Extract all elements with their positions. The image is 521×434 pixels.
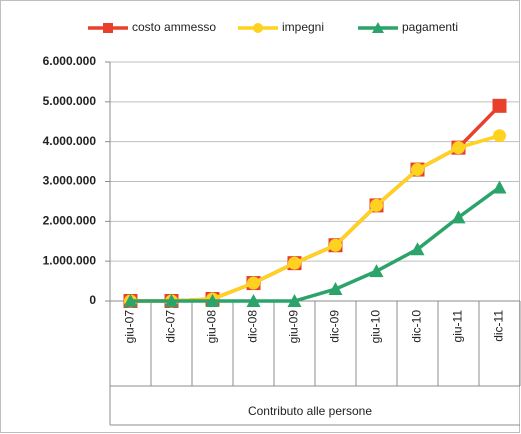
data-point (372, 22, 384, 33)
y-tick-label: 0 (89, 293, 96, 307)
x-tick-label: giu-07 (123, 310, 137, 344)
data-point (253, 23, 263, 33)
data-point (287, 294, 302, 307)
legend-label: pagamenti (402, 20, 458, 34)
x-tick-label: dic-10 (410, 310, 424, 343)
data-point (123, 294, 138, 307)
x-tick-label: dic-09 (328, 310, 342, 343)
y-tick-label: 1.000.000 (43, 253, 97, 267)
y-tick-label: 6.000.000 (43, 54, 97, 68)
data-point (329, 238, 342, 252)
legend-label: costo ammesso (132, 20, 216, 34)
series-line (130, 186, 501, 303)
x-tick-label: giu-10 (369, 310, 383, 344)
x-tick-label: dic-08 (246, 310, 260, 343)
y-tick-label: 2.000.000 (43, 214, 97, 228)
data-point (247, 276, 260, 290)
x-tick-label: giu-11 (451, 310, 465, 343)
x-tick-label: giu-08 (205, 310, 219, 344)
y-tick-label: 4.000.000 (43, 134, 97, 148)
data-point (246, 294, 261, 307)
x-tick-label: dic-11 (492, 310, 506, 342)
data-point (492, 98, 507, 113)
data-point (328, 282, 343, 296)
data-point (370, 198, 383, 212)
x-tick-label: giu-09 (287, 310, 301, 344)
y-tick-label: 3.000.000 (43, 174, 97, 188)
data-point (103, 23, 113, 33)
data-point (410, 242, 425, 256)
data-point (492, 180, 507, 194)
data-point (411, 163, 424, 177)
y-tick-label: 5.000.000 (43, 94, 97, 108)
x-tick-label: dic-07 (164, 310, 178, 343)
data-point (288, 256, 301, 270)
data-point (164, 294, 179, 307)
legend-label: impegni (282, 20, 324, 34)
data-point (205, 294, 220, 307)
data-point (369, 264, 384, 278)
data-point (493, 129, 506, 143)
data-point (452, 141, 465, 155)
data-point (451, 210, 466, 224)
x-axis-label: Contributo alle persone (248, 404, 372, 418)
